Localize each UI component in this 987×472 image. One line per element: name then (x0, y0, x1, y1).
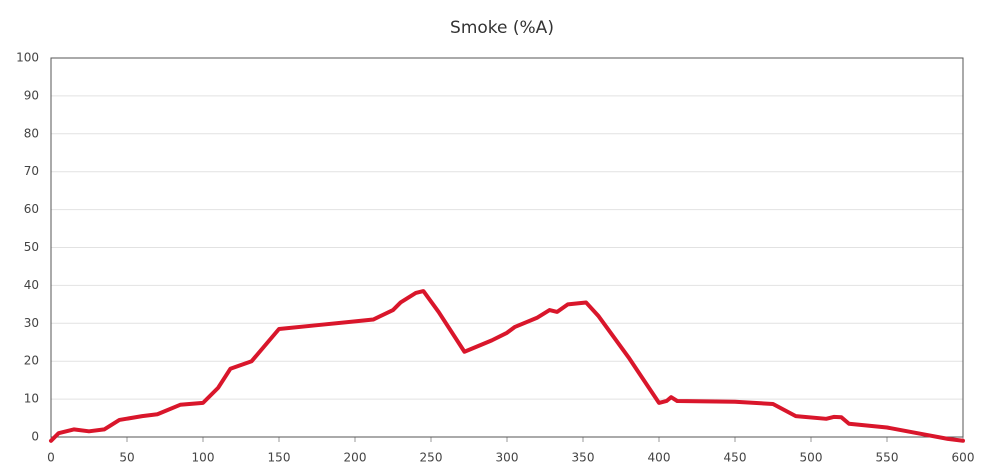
x-tick-label: 0 (47, 451, 55, 465)
x-tick-label: 100 (192, 451, 215, 465)
y-tick-label: 0 (31, 430, 39, 444)
y-tick-label: 80 (24, 126, 39, 140)
data-line (49, 289, 965, 443)
chart-title: Smoke (%A) (450, 18, 554, 38)
plot-frame (50, 57, 964, 438)
x-tick-label: 400 (648, 451, 671, 465)
y-tick-label: 40 (24, 278, 39, 292)
y-tick-label: 20 (24, 354, 39, 368)
y-tick-label: 60 (24, 202, 39, 216)
y-tick-label: 50 (24, 240, 39, 254)
x-tick-label: 50 (119, 451, 134, 465)
y-tick-label: 10 (24, 392, 39, 406)
x-tick-label: 550 (876, 451, 899, 465)
y-tick-label: 90 (24, 88, 39, 102)
x-tick-label: 200 (344, 451, 367, 465)
x-tick-label: 350 (572, 451, 595, 465)
y-tick-label: 100 (16, 51, 39, 65)
x-tick-label: 600 (952, 451, 975, 465)
x-tick-label: 250 (420, 451, 443, 465)
y-tick-label: 70 (24, 164, 39, 178)
x-tick-label: 150 (268, 451, 291, 465)
x-tick-label: 500 (800, 451, 823, 465)
y-tick-label: 30 (24, 316, 39, 330)
x-tick-label: 300 (496, 451, 519, 465)
x-tick-label: 450 (724, 451, 747, 465)
